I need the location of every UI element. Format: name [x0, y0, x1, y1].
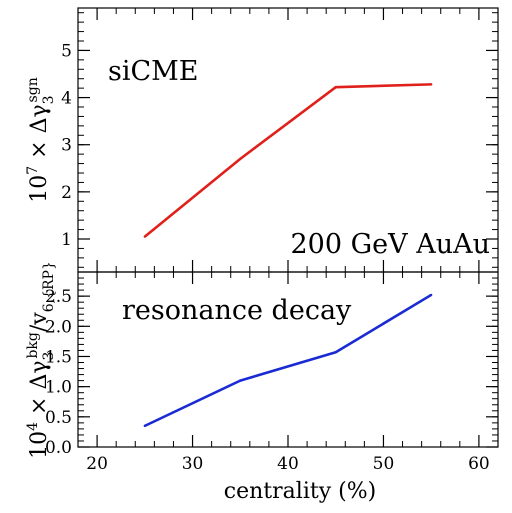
- bottom-y-tick-label: 2.5: [45, 287, 72, 307]
- bottom-panel-ylabel: 104 × Δγ3bkg/v6,{RP}: [25, 261, 57, 459]
- bottom-series-point: [334, 351, 337, 354]
- top-panel-ticks: 1 2 3 4 5: [61, 8, 499, 272]
- x-tick-label: 40: [277, 454, 299, 474]
- bottom-y-tick-label: 1.5: [45, 347, 72, 367]
- top-series-line: [143, 83, 432, 238]
- bottom-panel-series: [143, 293, 433, 428]
- bottom-y-tick-label: 0.0: [45, 438, 72, 458]
- top-y-tick-label: 3: [61, 136, 72, 156]
- top-series-point: [334, 86, 337, 89]
- top-series-point: [429, 83, 433, 86]
- bottom-series-point: [239, 379, 242, 382]
- top-panel-ylabel: 107 × Δγ3sgn: [25, 77, 57, 202]
- top-y-tick-label: 2: [61, 183, 72, 203]
- top-series-point: [239, 157, 242, 161]
- bottom-series-line: [144, 293, 432, 428]
- x-tick-label: 60: [468, 454, 490, 474]
- bottom-y-tick-label: 2.0: [45, 317, 72, 337]
- bottom-panel-ticks: 0.0 0.5 1.0 1.5 2.0 2.5 20 30 40 50 60: [45, 272, 499, 474]
- bottom-series-point: [429, 293, 433, 297]
- bottom-y-tick-label: 1.0: [45, 378, 72, 398]
- top-y-tick-label: 5: [61, 41, 72, 61]
- x-axis-title: centrality (%): [224, 479, 376, 504]
- top-panel-series: [143, 83, 433, 238]
- top-y-tick-label: 1: [61, 230, 72, 250]
- bottom-series-point: [143, 424, 147, 428]
- bottom-panel-annotation: resonance decay: [122, 295, 352, 326]
- top-series-point: [143, 235, 147, 238]
- top-panel-annotation-system: 200 GeV AuAu: [290, 229, 490, 260]
- x-tick-label: 30: [182, 454, 204, 474]
- x-tick-label: 20: [86, 454, 108, 474]
- bottom-y-tick-label: 0.5: [45, 408, 72, 428]
- top-panel-annotation-model: siCME: [108, 56, 199, 87]
- x-tick-label: 50: [373, 454, 395, 474]
- top-y-tick-label: 4: [61, 89, 72, 109]
